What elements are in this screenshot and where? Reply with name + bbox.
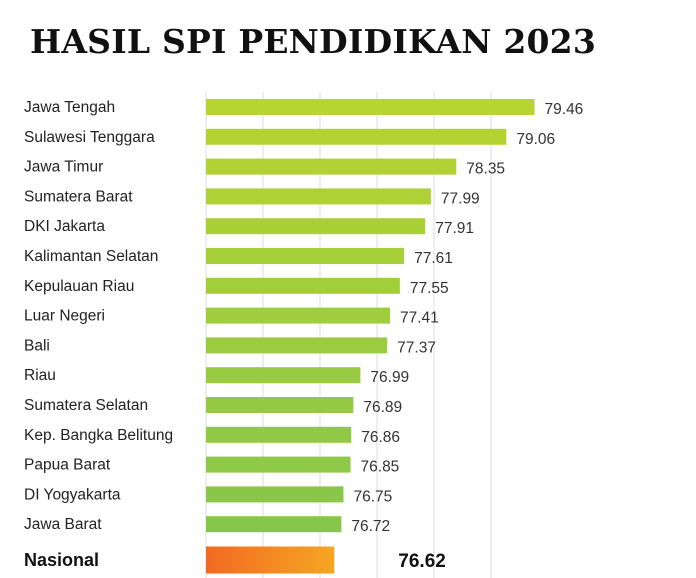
bars: [206, 99, 535, 574]
bar-6: [206, 277, 400, 294]
category-label-4: DKI Jakarta: [24, 218, 105, 235]
value-label-1: 79.06: [516, 131, 555, 148]
bar-2: [206, 158, 457, 175]
category-label-7: Luar Negeri: [24, 308, 105, 325]
bar-13: [206, 486, 344, 503]
value-label-8: 77.37: [397, 339, 436, 356]
value-label-11: 76.86: [361, 429, 400, 446]
category-label-13: DI Yogyakarta: [24, 486, 121, 503]
bar-14: [206, 516, 342, 533]
value-label-3: 77.99: [441, 190, 480, 207]
labels: Jawa Tengah 79.46 Sulawesi Tenggara 79.06 Ja…: [24, 99, 583, 572]
bar-5: [206, 248, 405, 264]
value-label-5: 77.61: [414, 250, 453, 267]
value-label-0: 79.46: [545, 101, 584, 118]
value-label-4: 77.91: [435, 220, 474, 237]
bar-3: [206, 188, 431, 205]
value-label-14: 76.72: [351, 518, 390, 535]
bar-8: [206, 337, 388, 354]
bar-7: [206, 307, 391, 324]
category-label-9: Riau: [24, 367, 56, 384]
category-label-0: Jawa Tengah: [24, 99, 115, 116]
category-label-12: Papua Barat: [24, 457, 111, 474]
category-label-5: Kalimantan Selatan: [24, 248, 158, 265]
category-label-8: Bali: [24, 337, 50, 354]
category-label-14: Jawa Barat: [24, 516, 102, 533]
value-label-7: 77.41: [400, 310, 439, 327]
bar-10: [206, 397, 354, 413]
bar-11: [206, 426, 352, 443]
value-label-2: 78.35: [466, 161, 505, 178]
category-label-10: Sumatera Selatan: [24, 397, 148, 414]
category-label-2: Jawa Timur: [24, 159, 103, 176]
category-label-11: Kep. Bangka Belitung: [24, 427, 173, 444]
category-label-3: Sumatera Barat: [24, 188, 133, 205]
value-label-9: 76.99: [370, 369, 409, 386]
national-label: Nasional: [24, 550, 99, 570]
national-value-label: 76.62: [398, 551, 446, 572]
value-label-6: 77.55: [410, 280, 449, 297]
category-label-6: Kepulauan Riau: [24, 278, 134, 295]
category-label-1: Sulawesi Tenggara: [24, 129, 155, 146]
bar-12: [206, 456, 351, 473]
value-label-13: 76.75: [353, 488, 392, 505]
chart-title: HASIL SPI PENDIDIKAN 2023: [30, 22, 596, 61]
bar-9: [206, 367, 361, 384]
bar-0: [206, 99, 535, 115]
national-bar: [206, 546, 335, 574]
bar-4: [206, 218, 426, 235]
value-label-12: 76.85: [361, 459, 400, 476]
value-label-10: 76.89: [363, 399, 402, 416]
bar-1: [206, 128, 507, 145]
